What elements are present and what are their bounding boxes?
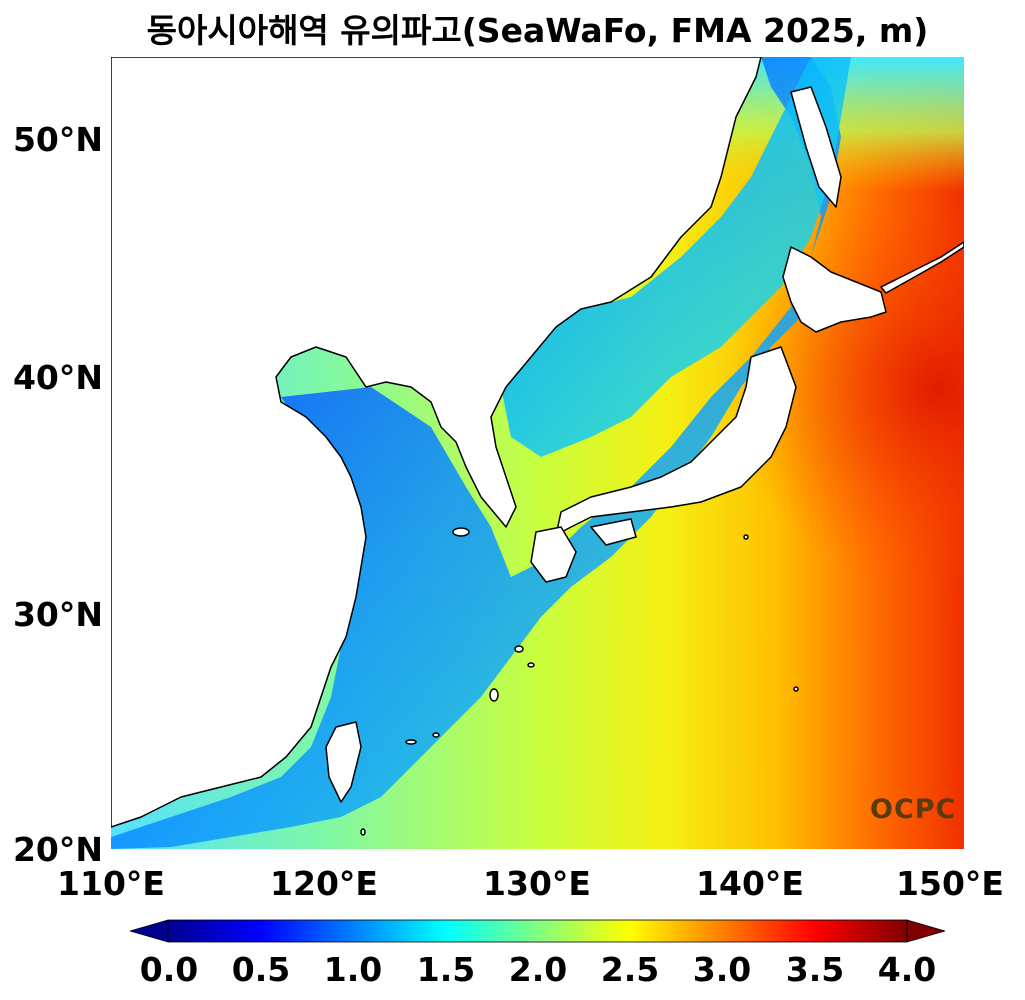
japan-kyushu xyxy=(530,526,577,583)
y-tick-50n: 50°N xyxy=(12,120,103,159)
x-tick-130e: 130°E xyxy=(483,864,591,903)
x-tick-120e: 120°E xyxy=(270,864,378,903)
colorbar-tick-3-5: 3.5 xyxy=(785,950,845,989)
colorbar-tick-4-0: 4.0 xyxy=(877,950,937,989)
marginal-sea-shading xyxy=(111,57,841,849)
y-tick-20n: 20°N xyxy=(12,830,103,869)
map-panel xyxy=(111,57,964,849)
taiwan-island xyxy=(325,721,362,803)
colorbar xyxy=(128,918,947,948)
colorbar-tick-1-0: 1.0 xyxy=(323,950,383,989)
x-tick-110e: 110°E xyxy=(57,864,165,903)
jeju-island xyxy=(452,527,470,537)
colorbar-tick-0-0: 0.0 xyxy=(139,950,199,989)
map-title: 동아시아해역 유의파고(SeaWaFo, FMA 2025, m) xyxy=(146,11,929,50)
colorbar-gradient xyxy=(167,919,908,943)
colorbar-min-extend xyxy=(128,919,169,943)
colorbar-tick-0-5: 0.5 xyxy=(231,950,291,989)
colorbar-tick-1-5: 1.5 xyxy=(416,950,476,989)
x-tick-140e: 140°E xyxy=(696,864,804,903)
wave-height-map xyxy=(111,57,964,849)
japan-hokkaido xyxy=(782,246,887,333)
colorbar-tick-2-5: 2.5 xyxy=(600,950,660,989)
colorbar-tick-2-0: 2.0 xyxy=(508,950,568,989)
east-sea-shading xyxy=(501,57,851,457)
coastlines xyxy=(111,57,964,836)
x-tick-150e: 150°E xyxy=(896,864,1004,903)
colorbar-tick-3-0: 3.0 xyxy=(692,950,752,989)
y-tick-40n: 40°N xyxy=(12,358,103,397)
y-tick-30n: 30°N xyxy=(12,595,103,634)
japan-shikoku xyxy=(590,518,637,546)
sakhalin-island xyxy=(790,86,842,208)
ocpc-logo: OCPC xyxy=(870,794,957,825)
asian-mainland xyxy=(111,57,762,828)
colorbar-max-extend xyxy=(906,919,947,943)
japan-honshu xyxy=(555,346,797,536)
